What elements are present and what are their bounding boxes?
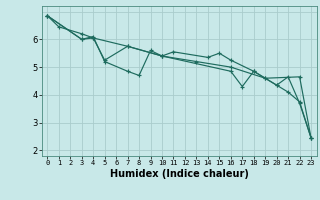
- X-axis label: Humidex (Indice chaleur): Humidex (Indice chaleur): [110, 169, 249, 179]
